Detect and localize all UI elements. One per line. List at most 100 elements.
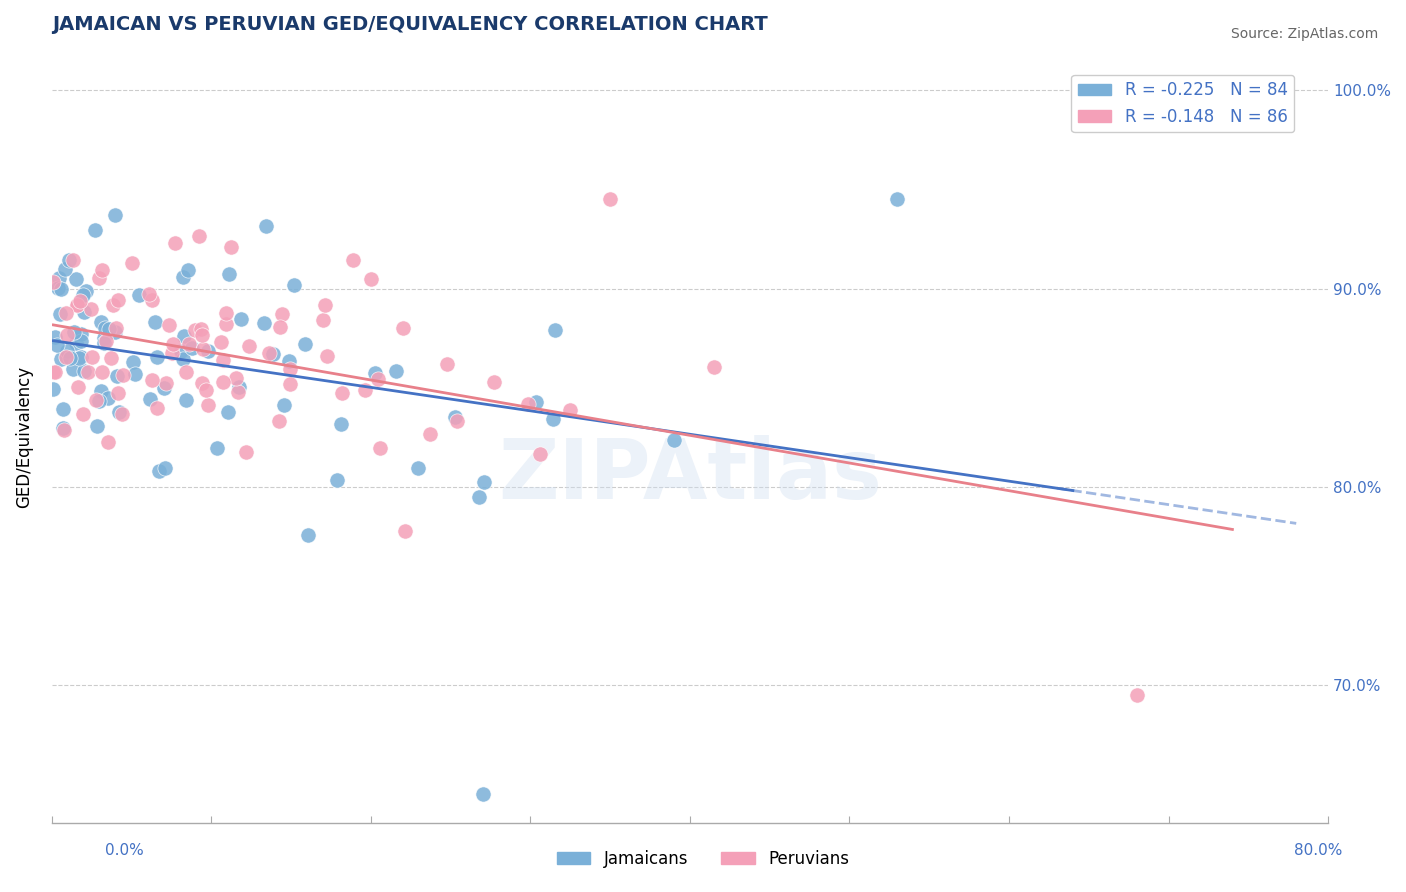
Point [544,323,567,337]
Point [599,193,621,207]
Point [70,334,93,348]
Point [329,417,352,431]
Point [121,256,143,270]
Point [93,331,115,345]
Point [269,413,291,427]
Point [44,330,66,344]
Point [55,305,77,319]
Point [1125,688,1147,702]
Point [96,334,118,348]
Point [153,381,176,395]
Point [326,473,349,487]
Point [278,376,301,391]
Point [107,386,129,401]
Point [471,787,494,801]
Point [543,412,565,426]
Point [67,380,90,394]
Point [219,240,242,254]
Point [560,402,582,417]
Point [235,444,257,458]
Point [128,288,150,302]
Point [145,315,167,329]
Point [62,362,84,376]
Point [122,354,145,368]
Point [703,359,725,374]
Point [228,379,250,393]
Point [886,193,908,207]
Point [177,336,200,351]
Point [84,392,107,407]
Point [55,343,77,358]
Point [214,306,236,320]
Point [104,321,127,335]
Point [172,269,194,284]
Point [524,395,547,409]
Point [94,321,117,335]
Point [56,327,79,342]
Point [162,346,184,360]
Y-axis label: GED/Equivalency: GED/Equivalency [15,366,32,508]
Point [391,321,413,335]
Point [193,342,215,356]
Point [87,271,110,285]
Point [51,282,73,296]
Text: 0.0%: 0.0% [105,843,145,858]
Point [108,405,131,419]
Point [297,528,319,542]
Point [48,271,70,285]
Point [188,228,211,243]
Point [55,350,77,364]
Point [66,298,89,312]
Point [226,385,249,400]
Point [367,372,389,386]
Point [169,344,191,359]
Point [65,272,87,286]
Point [172,352,194,367]
Point [49,307,72,321]
Point [238,339,260,353]
Point [45,337,67,351]
Point [294,337,316,351]
Point [97,434,120,449]
Point [51,352,73,367]
Point [83,223,105,237]
Point [342,252,364,267]
Point [107,293,129,307]
Point [98,322,121,336]
Point [141,373,163,387]
Point [97,391,120,405]
Point [145,401,167,415]
Point [252,316,274,330]
Point [141,293,163,308]
Point [44,365,66,379]
Point [69,293,91,308]
Point [62,325,84,339]
Point [176,263,198,277]
Point [257,346,280,360]
Point [354,384,377,398]
Point [364,367,387,381]
Point [207,441,229,455]
Point [53,423,76,437]
Point [330,386,353,401]
Point [66,298,89,312]
Point [90,315,112,329]
Point [165,235,187,250]
Point [270,307,292,321]
Point [217,405,239,419]
Point [139,392,162,407]
Point [312,313,335,327]
Point [278,362,301,376]
Point [181,341,204,355]
Point [100,351,122,365]
Point [75,285,97,299]
Point [65,335,87,350]
Point [157,318,180,332]
Point [370,441,392,455]
Text: Source: ZipAtlas.com: Source: ZipAtlas.com [1230,27,1378,41]
Point [273,398,295,412]
Point [269,320,291,334]
Point [211,376,233,390]
Point [174,366,197,380]
Point [62,252,84,267]
